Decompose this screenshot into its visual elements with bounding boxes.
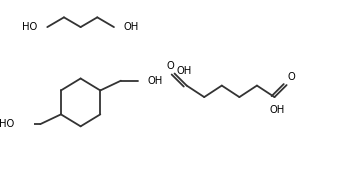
Text: OH: OH [270, 105, 285, 115]
Text: O: O [287, 72, 295, 82]
Text: HO: HO [0, 119, 14, 129]
Text: OH: OH [176, 66, 192, 75]
Text: HO: HO [22, 22, 38, 32]
Text: OH: OH [124, 22, 139, 32]
Text: OH: OH [147, 76, 163, 86]
Text: O: O [166, 60, 174, 71]
